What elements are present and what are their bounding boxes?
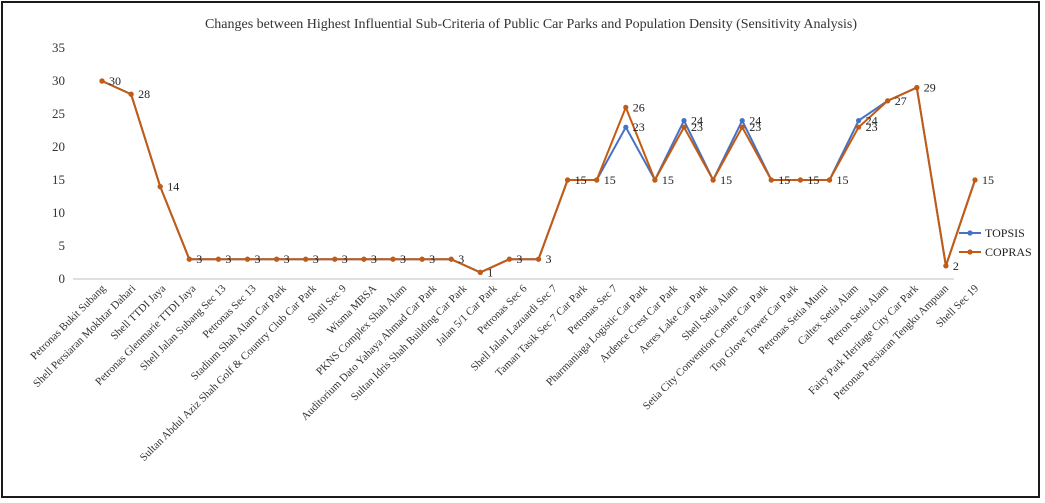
data-point-copras <box>244 256 251 262</box>
data-point-copras <box>274 256 280 262</box>
data-label: 23 <box>633 120 645 134</box>
data-point-copras <box>739 124 745 130</box>
data-label: 24 <box>749 114 761 128</box>
data-point-copras <box>186 256 192 262</box>
data-point-copras <box>361 256 367 262</box>
data-point-copras <box>768 177 774 183</box>
data-point-copras <box>594 177 600 183</box>
data-label: 24 <box>691 114 703 128</box>
data-point-copras <box>943 263 949 269</box>
data-point-copras <box>652 177 658 183</box>
data-label: 2 <box>953 259 959 273</box>
data-label: 3 <box>400 252 406 266</box>
data-point-copras <box>565 177 571 183</box>
data-label: 23 <box>691 120 703 134</box>
data-label: 15 <box>575 173 587 187</box>
data-label: 3 <box>196 252 202 266</box>
data-label: 23 <box>749 120 761 134</box>
data-label: 1 <box>487 265 493 279</box>
data-label: 24 <box>866 114 878 128</box>
data-point-topsis <box>681 118 687 124</box>
data-point-copras <box>448 256 454 262</box>
data-label: 29 <box>924 81 936 95</box>
data-point-copras <box>477 269 483 275</box>
y-tick-label: 25 <box>52 106 65 121</box>
series-points <box>99 78 978 275</box>
data-label: 26 <box>633 100 645 114</box>
data-point-copras <box>797 177 804 183</box>
data-point-copras <box>885 98 891 104</box>
legend-marker-copras <box>967 249 973 255</box>
data-point-copras <box>157 184 163 190</box>
x-tick-label: Fairy Park Heritage City Car Park <box>806 282 921 397</box>
data-point-copras <box>535 256 542 262</box>
data-label: 3 <box>429 252 435 266</box>
legend-marker-topsis <box>967 230 973 236</box>
chart-title: Changes between Highest Influential Sub-… <box>205 17 857 32</box>
data-label: 15 <box>778 173 790 187</box>
y-tick-label: 5 <box>59 238 66 253</box>
data-point-copras <box>303 256 309 262</box>
data-point-copras <box>972 177 978 183</box>
data-point-copras <box>681 124 687 130</box>
data-label: 3 <box>458 252 464 266</box>
legend: TOPSIS COPRAS <box>959 226 1032 259</box>
data-label: 3 <box>516 252 522 266</box>
data-label: 15 <box>604 173 616 187</box>
data-point-copras <box>99 78 105 84</box>
data-label: 30 <box>109 74 121 88</box>
data-label: 15 <box>982 173 994 187</box>
data-label: 27 <box>895 94 907 108</box>
data-label: 14 <box>167 180 179 194</box>
data-point-copras <box>710 177 716 183</box>
y-tick-label: 15 <box>52 172 65 187</box>
y-tick-label: 30 <box>52 73 65 88</box>
data-point-copras <box>390 256 396 262</box>
data-point-topsis <box>623 124 629 130</box>
y-tick-label: 10 <box>52 205 65 220</box>
legend-label-copras: COPRAS <box>985 245 1032 259</box>
data-label: 3 <box>225 252 231 266</box>
data-point-copras <box>506 256 512 262</box>
data-label: 15 <box>720 173 732 187</box>
data-point-copras <box>826 177 833 183</box>
data-point-copras <box>856 124 862 130</box>
data-label: 3 <box>255 252 261 266</box>
data-point-copras <box>623 104 629 110</box>
y-tick-label: 20 <box>52 139 65 154</box>
data-point-copras <box>332 256 338 262</box>
legend-label-topsis: TOPSIS <box>985 226 1025 240</box>
y-tick-label: 35 <box>52 40 65 55</box>
data-label: 28 <box>138 87 150 101</box>
data-label: 15 <box>662 173 674 187</box>
data-point-copras <box>419 256 425 262</box>
y-tick-label: 0 <box>59 271 66 286</box>
data-point-copras <box>128 91 134 97</box>
data-label: 15 <box>837 173 849 187</box>
y-axis-ticks: 0 5 10 15 20 25 30 35 <box>52 40 65 286</box>
data-point-copras <box>914 85 920 91</box>
data-point-topsis <box>739 118 745 124</box>
data-label: 3 <box>546 252 552 266</box>
data-label: 23 <box>866 120 878 134</box>
data-label: 3 <box>313 252 319 266</box>
data-label: 3 <box>371 252 377 266</box>
data-point-copras <box>215 256 221 262</box>
data-label: 15 <box>807 173 819 187</box>
data-point-topsis <box>856 118 862 124</box>
data-label: 3 <box>284 252 290 266</box>
data-label: 3 <box>342 252 348 266</box>
line-chart: Changes between Highest Influential Sub-… <box>28 17 1032 464</box>
